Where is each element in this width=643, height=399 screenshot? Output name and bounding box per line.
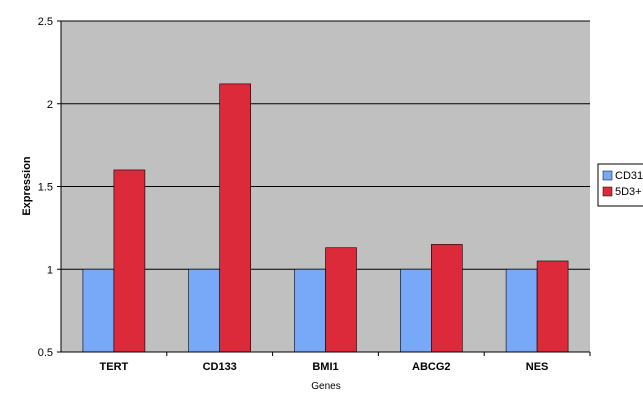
bars	[82, 83, 569, 353]
bar-5D3-nes	[536, 260, 569, 353]
gridlines	[61, 20, 590, 270]
bar-CD31-cd133	[188, 268, 220, 353]
bar-5D3-tert	[113, 169, 146, 353]
y-tick-label: 0.5	[38, 347, 53, 359]
legend-swatch	[602, 170, 613, 181]
x-tick-label: NES	[526, 361, 549, 373]
bar-5D3-cd133	[219, 83, 251, 353]
legend-swatch	[602, 186, 613, 197]
bar-CD31-abcg2	[399, 268, 432, 353]
y-tick-label: 2.5	[38, 16, 53, 28]
legend-label: 5D3+	[615, 186, 642, 198]
y-axis-label: Expression	[21, 156, 33, 216]
bar-CD31-tert	[82, 268, 115, 353]
x-tick-label: ABCG2	[412, 361, 451, 373]
bar-5D3-bmi1	[325, 247, 357, 353]
legend: CD31 5D3+	[597, 163, 643, 207]
bar-5D3-abcg2	[430, 244, 463, 353]
y-tick-label: 1.5	[38, 182, 53, 194]
y-tick-label: 1	[47, 264, 53, 276]
bar-CD31-nes	[505, 268, 538, 353]
x-tick-label: BMI1	[312, 361, 338, 373]
x-tick-label: TERT	[100, 361, 129, 373]
x-tick-label: CD133	[203, 361, 237, 373]
legend-label: CD31	[615, 170, 643, 182]
y-ticks: 0.5 1 1.5 2 2.5	[38, 16, 61, 359]
x-axis-label: Genes	[311, 381, 340, 392]
y-tick-label: 2	[47, 99, 53, 111]
bar-CD31-bmi1	[294, 268, 326, 353]
x-ticks: TERT CD133 BMI1 ABCG2 NES	[100, 352, 591, 373]
